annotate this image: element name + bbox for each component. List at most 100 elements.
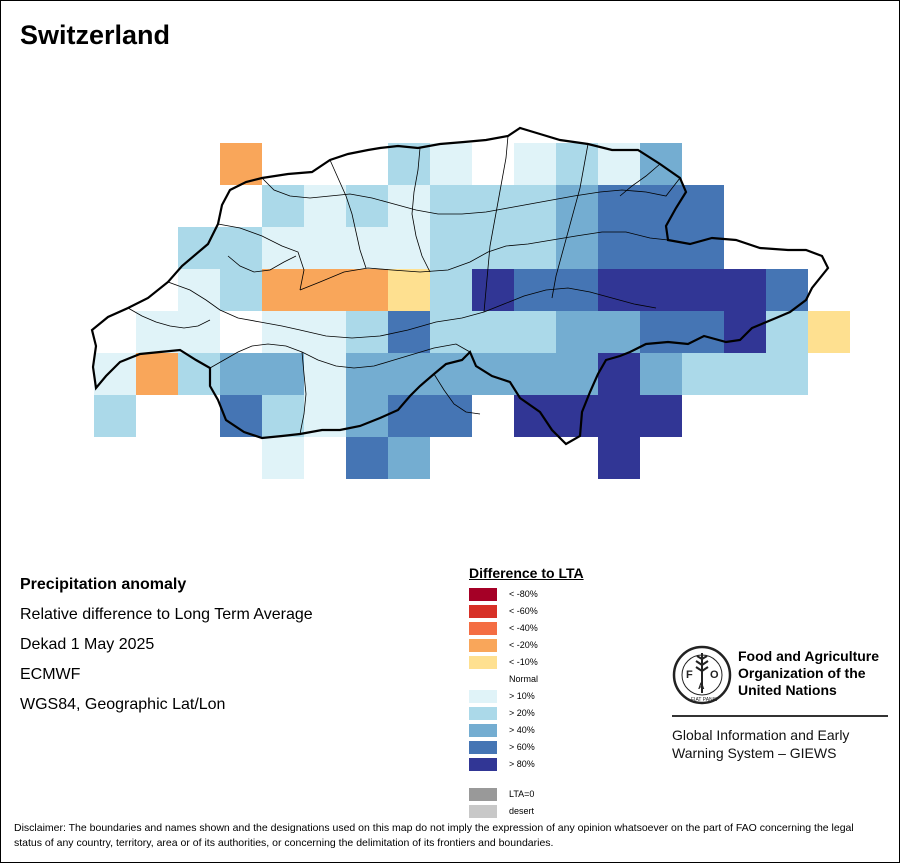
canton-boundary (227, 255, 297, 273)
grid-cell-lt20 (136, 353, 178, 395)
grid-cell-lt10 (808, 311, 850, 353)
info-period: Dekad 1 May 2025 (20, 636, 155, 653)
grid-cell-gt60 (640, 185, 682, 227)
legend-swatch (469, 656, 497, 669)
info-projection: WGS84, Geographic Lat/Lon (20, 696, 226, 713)
grid-cell-gt60 (598, 185, 640, 227)
legend-item: > 80% (469, 756, 584, 773)
canton-boundary (299, 231, 669, 291)
grid-cell-gt40 (598, 311, 640, 353)
canton-boundary (299, 351, 307, 435)
grid-cell-gt10 (94, 353, 136, 395)
legend-label: < -60% (509, 606, 538, 616)
grid-cell-gt20 (220, 269, 262, 311)
grid-cell-gt40 (220, 353, 262, 395)
grid-cell-gt20 (430, 227, 472, 269)
grid-cell-gt20 (430, 185, 472, 227)
grid-cell-gt20 (514, 227, 556, 269)
svg-text:F: F (686, 669, 693, 681)
grid-cell-gt10 (388, 227, 430, 269)
legend-title: Difference to LTA (469, 565, 584, 581)
grid-cell-lt20 (346, 269, 388, 311)
grid-cell-gt10 (262, 227, 304, 269)
grid-cell-gt40 (346, 395, 388, 437)
grid-cell-gt20 (346, 185, 388, 227)
grid-cell-gt40 (346, 353, 388, 395)
legend-label: < -10% (509, 657, 538, 667)
legend-item: desert (469, 803, 584, 820)
legend-label: desert (509, 806, 535, 816)
grid-cell-gt20 (514, 311, 556, 353)
grid-cell-gt20 (220, 227, 262, 269)
canton-boundary (619, 163, 661, 197)
grid-cell-gt80 (724, 311, 766, 353)
grid-cell-gt40 (556, 311, 598, 353)
grid-cell-gt10 (178, 269, 220, 311)
grid-cell-gt20 (682, 353, 724, 395)
legend-swatch (469, 605, 497, 618)
legend-swatch (469, 673, 497, 686)
grid-cell-gt80 (598, 395, 640, 437)
grid-cell-gt40 (430, 353, 472, 395)
grid-cell-gt40 (556, 185, 598, 227)
grid-cell-gt20 (472, 311, 514, 353)
fao-logo-icon: F A O FIAT PANIS (672, 645, 732, 705)
canton-boundary (217, 223, 305, 291)
legend-swatch (469, 741, 497, 754)
legend-item: > 10% (469, 688, 584, 705)
grid-cell-gt80 (640, 395, 682, 437)
legend-swatch (469, 724, 497, 737)
grid-cell-gt10 (178, 311, 220, 353)
grid-cell-gt20 (262, 395, 304, 437)
canton-boundary (329, 159, 367, 269)
grid-cell-gt10 (304, 185, 346, 227)
canton-boundary (209, 343, 471, 369)
grid-cell-gt20 (178, 353, 220, 395)
grid-cell-gt20 (766, 353, 808, 395)
grid-cell-gt40 (514, 353, 556, 395)
giews-name: Global Information and Early Warning Sys… (672, 726, 892, 762)
legend-item: < -40% (469, 620, 584, 637)
grid-cell-gt10 (388, 185, 430, 227)
legend-label: < -40% (509, 623, 538, 633)
grid-cell-gt20 (262, 185, 304, 227)
legend-swatch (469, 788, 497, 801)
grid-cell-gt80 (640, 269, 682, 311)
grid-cell-gt20 (430, 269, 472, 311)
legend-swatch (469, 707, 497, 720)
grid-cell-gt80 (598, 353, 640, 395)
legend-swatch (469, 639, 497, 652)
grid-cell-gt80 (514, 395, 556, 437)
grid-cell-gt60 (682, 311, 724, 353)
grid-cell-gt40 (640, 353, 682, 395)
grid-cell-gt80 (598, 269, 640, 311)
grid-cell-gt80 (682, 269, 724, 311)
map-info: Precipitation anomaly Relative differenc… (20, 570, 313, 720)
grid-cell-gt60 (388, 395, 430, 437)
grid-cell-gt10 (262, 311, 304, 353)
grid-cell-gt10 (514, 143, 556, 185)
grid-cell-gt60 (766, 269, 808, 311)
grid-cell-gt80 (472, 269, 514, 311)
grid-cell-gt40 (262, 353, 304, 395)
grid-cell-gt40 (388, 437, 430, 479)
grid-cell-lt10 (388, 269, 430, 311)
legend-item: < -60% (469, 603, 584, 620)
precipitation-anomaly-map (90, 126, 850, 479)
legend-swatch (469, 690, 497, 703)
grid-cell-gt20 (472, 185, 514, 227)
legend-label: > 20% (509, 708, 535, 718)
anomaly-grid (94, 143, 850, 479)
legend-item: < -20% (469, 637, 584, 654)
legend-item: Normal (469, 671, 584, 688)
legend-label: Normal (509, 674, 539, 684)
disclaimer: Disclaimer: The boundaries and names sho… (14, 822, 854, 849)
legend-item: < -80% (469, 586, 584, 603)
grid-cell-gt10 (430, 143, 472, 185)
grid-cell-gt20 (556, 143, 598, 185)
info-heading: Precipitation anomaly (20, 576, 187, 593)
grid-cell-gt60 (682, 227, 724, 269)
legend-label: > 80% (509, 759, 535, 769)
legend-label: > 10% (509, 691, 535, 701)
canton-boundary (433, 373, 481, 415)
